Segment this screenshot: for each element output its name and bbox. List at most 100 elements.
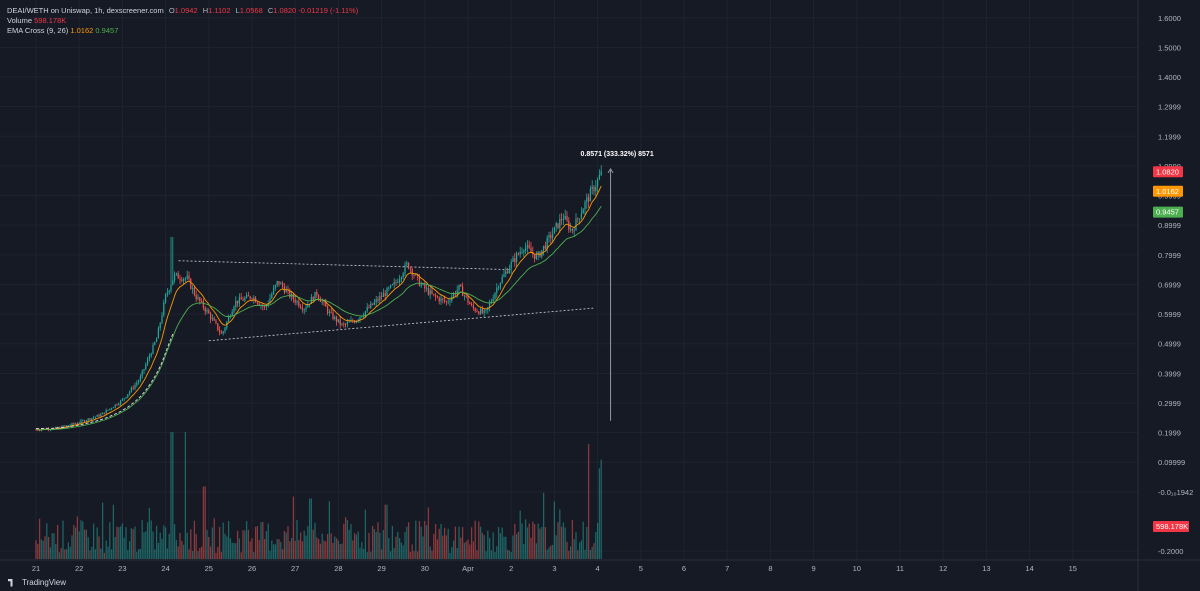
volume-bar <box>62 520 64 559</box>
volume-bar <box>109 522 111 559</box>
candle-body <box>213 318 215 321</box>
candle-body <box>157 328 160 339</box>
candle-body <box>494 292 496 299</box>
candle-body <box>382 293 385 298</box>
time-tick-label: 10 <box>853 564 861 573</box>
tradingview-icon <box>8 578 13 587</box>
volume-bar <box>487 530 489 559</box>
price-tick-label: 0.1999 <box>1158 429 1181 438</box>
volume-bar <box>505 536 507 559</box>
candle-body <box>64 425 66 427</box>
volume-bar <box>517 531 520 559</box>
volume-bar <box>231 542 233 559</box>
measure-tool <box>607 167 614 421</box>
volume-bar <box>213 518 215 559</box>
candle-body <box>65 425 68 427</box>
triangle-upper-line <box>178 260 512 271</box>
candle-body <box>100 414 102 417</box>
volume-bar <box>224 533 226 559</box>
volume-bar <box>568 551 570 559</box>
volume-bar <box>190 529 192 559</box>
candle-body <box>312 297 314 301</box>
volume-bar <box>519 510 521 559</box>
volume-bar <box>98 536 100 559</box>
candle-body <box>330 311 332 313</box>
time-tick-label: 22 <box>75 564 83 573</box>
candle-body <box>483 310 485 313</box>
volume-bar <box>181 540 183 559</box>
candle-body <box>488 303 491 308</box>
candle-body <box>416 274 419 277</box>
candle-body <box>173 273 176 281</box>
candle-body <box>125 397 127 399</box>
candle-body <box>418 276 421 286</box>
time-tick-label: 26 <box>248 564 256 573</box>
candle-body <box>188 275 190 279</box>
candle-body <box>193 288 196 295</box>
volume-bar <box>490 550 493 559</box>
volume-bar <box>512 535 514 559</box>
volume-bar <box>278 539 280 559</box>
candle-body <box>114 404 116 408</box>
candle-body <box>591 186 593 189</box>
candle-body <box>179 278 181 280</box>
price-tag <box>1153 206 1183 218</box>
volume-bar <box>506 549 509 559</box>
volume-bar <box>215 552 217 559</box>
candle-body <box>154 342 156 345</box>
tradingview-logo[interactable]: TradingView <box>8 578 66 587</box>
candle-body <box>514 258 516 263</box>
candle-body <box>323 301 325 303</box>
candle-body <box>321 301 323 303</box>
candle-body <box>461 286 464 296</box>
volume-bar <box>420 526 422 559</box>
candle-body <box>370 303 372 308</box>
volume-bar <box>497 526 500 559</box>
volume-bar <box>310 498 313 559</box>
candle-body <box>278 281 280 285</box>
time-tick-label: 13 <box>982 564 990 573</box>
volume-bar <box>233 542 235 559</box>
price-tag-label: 0.9457 <box>1156 208 1179 217</box>
volume-bar <box>542 492 545 559</box>
volume-bar <box>332 542 334 559</box>
candle-body <box>389 285 392 288</box>
price-tag <box>1153 185 1183 197</box>
volume-bar <box>335 538 338 559</box>
candle-body <box>530 247 532 253</box>
volume-bar <box>164 527 167 559</box>
candle-body <box>132 387 134 389</box>
candle-body <box>472 305 475 309</box>
candle-body <box>546 237 548 249</box>
volume-bar <box>271 540 273 559</box>
candle-body <box>429 290 431 295</box>
volume-bar <box>521 523 523 559</box>
volume-bar <box>247 529 250 559</box>
volume-bar <box>148 507 151 559</box>
high-label: H <box>202 6 209 15</box>
candle-body <box>244 297 246 301</box>
volume-bar <box>173 524 176 559</box>
volume-bar <box>496 546 498 559</box>
candle-body <box>407 262 410 269</box>
volume-bar <box>553 501 556 559</box>
candle-body <box>299 306 302 308</box>
candle-body <box>164 294 167 303</box>
volume-bar <box>220 551 223 559</box>
volume-bar <box>200 546 203 559</box>
volume-bar <box>170 432 172 559</box>
volume-bar <box>308 498 311 559</box>
time-tick-label: 11 <box>896 564 904 573</box>
volume-bar <box>94 549 97 559</box>
volume-bar <box>319 543 322 559</box>
volume-bar <box>263 539 266 559</box>
low-value: 1.0568 <box>239 6 263 15</box>
volume-bar <box>290 538 293 559</box>
price-tick-label: 1.6000 <box>1158 14 1181 23</box>
volume-bar <box>235 543 237 559</box>
candle-body <box>76 423 79 425</box>
candle-body <box>303 309 305 311</box>
candle-body <box>272 288 275 295</box>
